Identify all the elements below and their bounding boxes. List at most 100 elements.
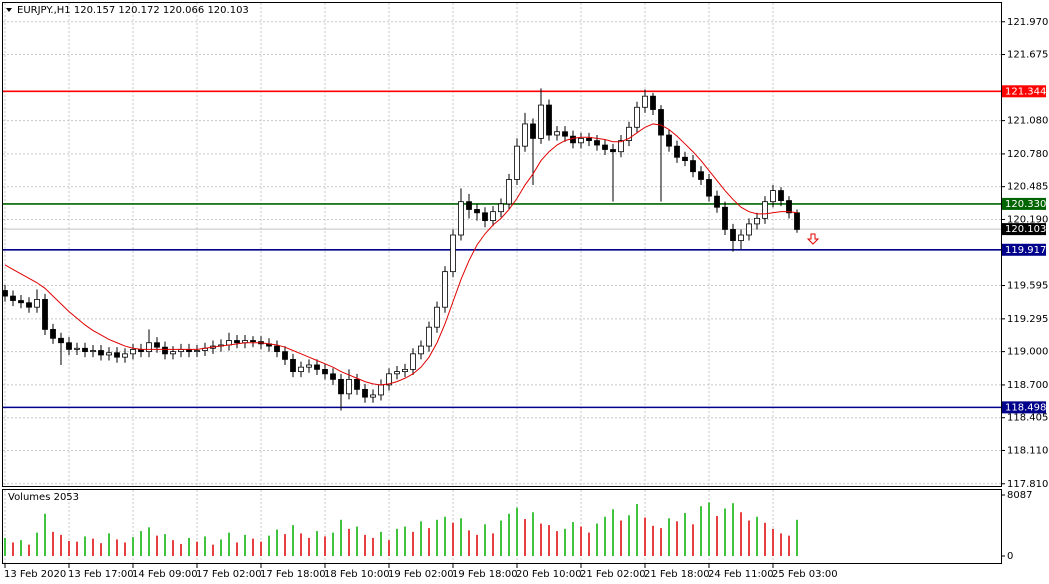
candle-body bbox=[738, 234, 744, 241]
candle-body bbox=[778, 190, 784, 201]
candle-body bbox=[466, 201, 472, 210]
candle-body bbox=[482, 212, 488, 221]
candle-body bbox=[434, 306, 440, 328]
candle-body bbox=[722, 206, 728, 230]
candle-body bbox=[426, 326, 432, 347]
candle-body bbox=[2, 290, 8, 297]
candle-body bbox=[170, 351, 176, 355]
candle-body bbox=[594, 140, 600, 146]
candle-body bbox=[282, 351, 288, 360]
candle-body bbox=[322, 368, 328, 375]
candle-body bbox=[626, 126, 632, 142]
candle-body bbox=[642, 95, 648, 108]
x-tick-label: 19 Feb 18:00 bbox=[452, 569, 518, 580]
x-tick-label: 13 Feb 17:00 bbox=[68, 569, 134, 580]
y-tick-label: 118.110 bbox=[1007, 445, 1048, 456]
candle-body bbox=[58, 337, 64, 344]
y-tick-label: 117.810 bbox=[1007, 479, 1048, 490]
candle-body bbox=[250, 340, 256, 343]
level-label: 120.330 bbox=[1005, 199, 1046, 210]
candle-body bbox=[474, 209, 480, 214]
current-price-label: 120.103 bbox=[1005, 224, 1046, 235]
candle-body bbox=[82, 347, 88, 353]
candle-body bbox=[26, 302, 32, 308]
candle-body bbox=[538, 104, 544, 139]
candle-body bbox=[66, 342, 72, 350]
candle-body bbox=[562, 131, 568, 137]
candle-body bbox=[98, 350, 104, 356]
x-tick-label: 17 Feb 18:00 bbox=[260, 569, 326, 580]
candle-body bbox=[602, 144, 608, 150]
candle-body bbox=[410, 353, 416, 370]
volume-tick-label: 0 bbox=[1007, 551, 1013, 562]
level-label-box bbox=[1002, 85, 1046, 98]
candle-body bbox=[762, 201, 768, 219]
candle-body bbox=[490, 211, 496, 221]
x-tick-label: 13 Feb 2020 bbox=[4, 569, 66, 580]
volume-tick-label: 8087 bbox=[1007, 490, 1032, 501]
y-tick-label: 121.675 bbox=[1007, 50, 1048, 61]
candle-body bbox=[690, 160, 696, 173]
y-tick-label: 121.080 bbox=[1007, 116, 1048, 127]
candle-body bbox=[730, 229, 736, 241]
y-tick-label: 120.780 bbox=[1007, 149, 1048, 160]
x-tick-label: 25 Feb 03:00 bbox=[772, 569, 838, 580]
y-tick-label: 119.595 bbox=[1007, 281, 1048, 292]
candle-body bbox=[50, 329, 56, 339]
header: EURJPY.,H1 120.157 120.172 120.066 120.1… bbox=[17, 5, 249, 16]
candle-body bbox=[442, 271, 448, 308]
candle-body bbox=[122, 353, 128, 358]
sell-arrow bbox=[806, 233, 820, 245]
candle-body bbox=[42, 299, 48, 330]
candle-body bbox=[530, 123, 536, 139]
volume-frame bbox=[2, 489, 1002, 564]
candle-body bbox=[706, 179, 712, 197]
candle-body bbox=[610, 149, 616, 153]
plot bbox=[2, 88, 1001, 556]
candle-body bbox=[786, 200, 792, 214]
candle-body bbox=[106, 352, 112, 356]
candle-body bbox=[514, 145, 520, 180]
candle-body bbox=[346, 378, 352, 395]
candle-body bbox=[586, 137, 592, 142]
candle-body bbox=[458, 201, 464, 236]
candle-body bbox=[354, 378, 360, 390]
y-tick-label: 120.190 bbox=[1007, 214, 1048, 225]
main-frame bbox=[2, 2, 1002, 487]
candle-body bbox=[618, 140, 624, 153]
y-tick-label: 118.700 bbox=[1007, 380, 1048, 391]
candle-body bbox=[290, 358, 296, 373]
y-tick-label: 119.295 bbox=[1007, 314, 1048, 325]
level-label: 121.344 bbox=[1005, 86, 1046, 97]
level-label-box bbox=[1002, 401, 1046, 414]
candle-body bbox=[314, 364, 320, 370]
x-tick-label: 17 Feb 02:00 bbox=[196, 569, 262, 580]
volume-title: Volumes 2053 bbox=[8, 492, 79, 503]
candle-body bbox=[666, 134, 672, 147]
candle-body bbox=[162, 346, 168, 355]
candle-body bbox=[330, 373, 336, 380]
x-tick-label: 20 Feb 10:00 bbox=[516, 569, 582, 580]
grid bbox=[3, 3, 1001, 563]
candle-body bbox=[130, 348, 136, 355]
candle-body bbox=[650, 95, 656, 110]
y-tick-label: 118.405 bbox=[1007, 413, 1048, 424]
x-tick-label: 21 Feb 18:00 bbox=[644, 569, 710, 580]
candle-body bbox=[554, 131, 560, 136]
candle-body bbox=[34, 299, 40, 308]
candle-body bbox=[682, 156, 688, 161]
candle-body bbox=[498, 203, 504, 213]
candle-body bbox=[634, 106, 640, 128]
candle-body bbox=[298, 366, 304, 373]
candle-body bbox=[234, 340, 240, 344]
candle-body bbox=[378, 384, 384, 396]
y-tick-label: 119.000 bbox=[1007, 347, 1048, 358]
level-label-box bbox=[1002, 243, 1046, 256]
candle-body bbox=[394, 371, 400, 375]
candle-body bbox=[714, 195, 720, 208]
candle-body bbox=[578, 137, 584, 144]
candle-body bbox=[90, 350, 96, 353]
x-tick-label: 21 Feb 02:00 bbox=[580, 569, 646, 580]
